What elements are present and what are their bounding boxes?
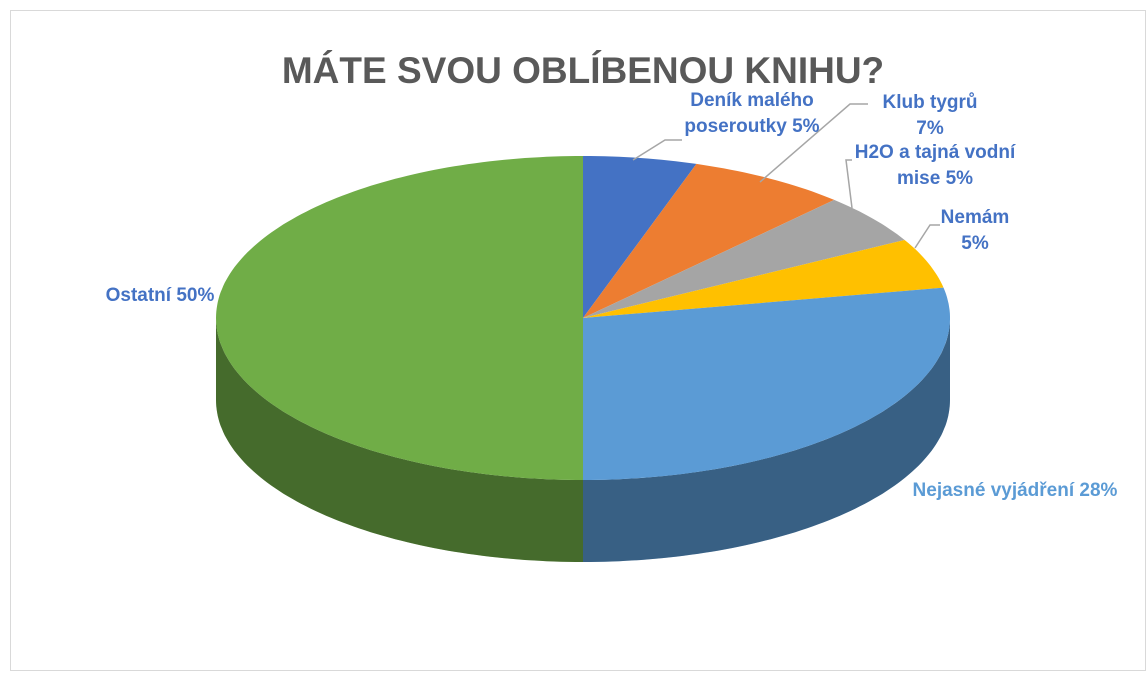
leader-line: [759, 103, 868, 183]
label-category: Ostatní: [105, 285, 172, 306]
label-value: 28%: [1079, 480, 1118, 501]
data-label: Deník malého poseroutky 5%: [672, 88, 832, 140]
pie-slice: [216, 156, 583, 480]
label-category: Klub tygrů: [882, 92, 978, 113]
pie-slice: [583, 199, 905, 318]
pie-slice: [583, 163, 835, 318]
data-label: Klub tygrů 7%: [870, 90, 990, 142]
label-value: 5%: [961, 233, 989, 254]
label-category: Nejasné vyjádření: [912, 480, 1075, 501]
pie-side: [583, 318, 950, 562]
data-label: Nemám 5%: [935, 205, 1015, 257]
leader-line: [845, 159, 853, 209]
data-label: Nejasné vyjádření 28%: [900, 478, 1130, 504]
label-value: 5%: [792, 116, 820, 137]
chart-title: MÁTE SVOU OBLÍBENOU KNIHU?: [282, 50, 884, 91]
label-category: H2O a tajná vodní mise: [854, 142, 1016, 189]
pie-side: [216, 318, 583, 562]
pie-side-shade: [583, 318, 950, 562]
pie-slice: [583, 240, 944, 318]
data-label: H2O a tajná vodní mise 5%: [840, 140, 1030, 192]
label-category: Nemám: [940, 207, 1010, 228]
data-label: Ostatní 50%: [100, 283, 220, 309]
label-value: 50%: [176, 285, 215, 306]
leader-lines: [632, 103, 940, 249]
leader-line: [914, 224, 940, 249]
leader-line: [632, 139, 682, 161]
label-value: 7%: [916, 118, 944, 139]
label-value: 5%: [945, 168, 974, 189]
label-category: Deník malého poseroutky: [684, 90, 814, 137]
pie-slice: [583, 156, 697, 318]
pie-slice: [583, 287, 950, 480]
pie-side-shade: [216, 318, 583, 562]
chart-frame: [10, 10, 1146, 671]
